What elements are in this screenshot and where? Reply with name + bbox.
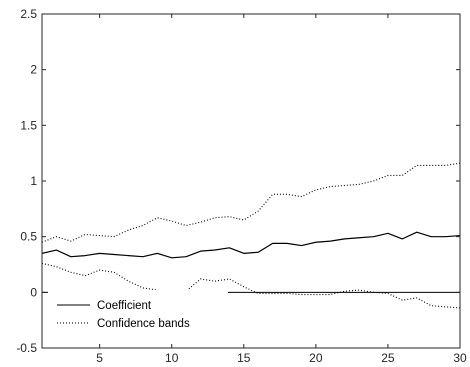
- coefficient-line: [41, 231, 461, 259]
- x-tick-label: 20: [309, 351, 323, 365]
- x-axis: 5 10 15 20 25 30: [96, 14, 467, 365]
- x-tick-label: 5: [96, 351, 103, 365]
- y-axis: -0.5 0 0.5 1 1.5 2 2.5: [16, 7, 460, 355]
- x-tick-label: 10: [165, 351, 179, 365]
- y-tick-label: 2.5: [20, 7, 37, 21]
- series-layer: [41, 162, 461, 309]
- y-tick-label: 2: [30, 63, 37, 77]
- y-tick-label: -0.5: [16, 341, 37, 355]
- legend-box: [48, 290, 228, 336]
- confidence-band-line-1: [41, 162, 461, 243]
- legend-label-confidence-bands: Confidence bands: [97, 318, 190, 330]
- x-tick-label: 30: [453, 351, 467, 365]
- x-tick-label: 15: [237, 351, 251, 365]
- legend: Coefficient Confidence bands: [48, 290, 228, 336]
- x-tick-label: 25: [381, 351, 395, 365]
- confidence-band-line-2: [41, 262, 461, 309]
- y-tick-label: 1.5: [20, 118, 37, 132]
- legend-label-coefficient: Coefficient: [97, 300, 152, 312]
- y-tick-label: 1: [30, 174, 37, 188]
- y-tick-label: 0.5: [20, 230, 37, 244]
- y-tick-label: 0: [30, 285, 37, 299]
